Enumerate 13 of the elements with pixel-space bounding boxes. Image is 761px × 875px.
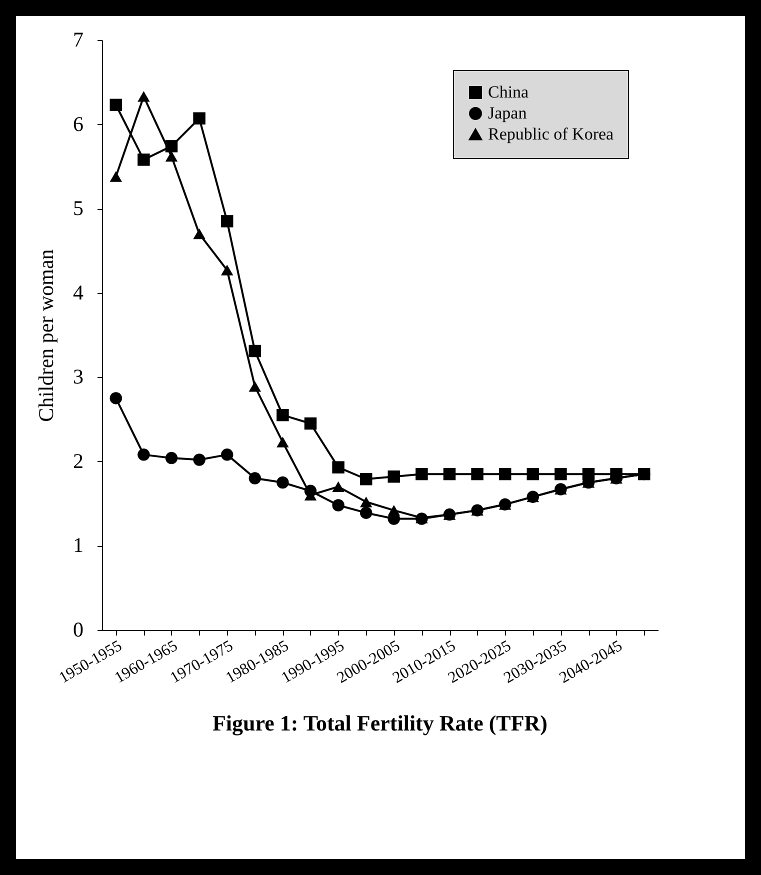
legend-label: Republic of Korea <box>488 124 614 144</box>
y-tick-label: 0 <box>73 618 84 642</box>
legend-label: Japan <box>488 104 528 122</box>
y-tick-label: 3 <box>73 364 84 389</box>
y-tick-label: 2 <box>73 448 84 473</box>
y-tick-label: 6 <box>73 112 84 136</box>
y-tick-label: 4 <box>73 280 84 304</box>
y-tick-label: 1 <box>73 533 84 558</box>
y-tick-label: 5 <box>73 196 84 220</box>
text: Figure 1: Total Fertility Rate (TFR) <box>212 710 548 736</box>
legend-label: China <box>488 82 530 102</box>
y-tick-label: 7 <box>73 28 84 52</box>
y-axis-title: Children per woman <box>34 248 58 422</box>
